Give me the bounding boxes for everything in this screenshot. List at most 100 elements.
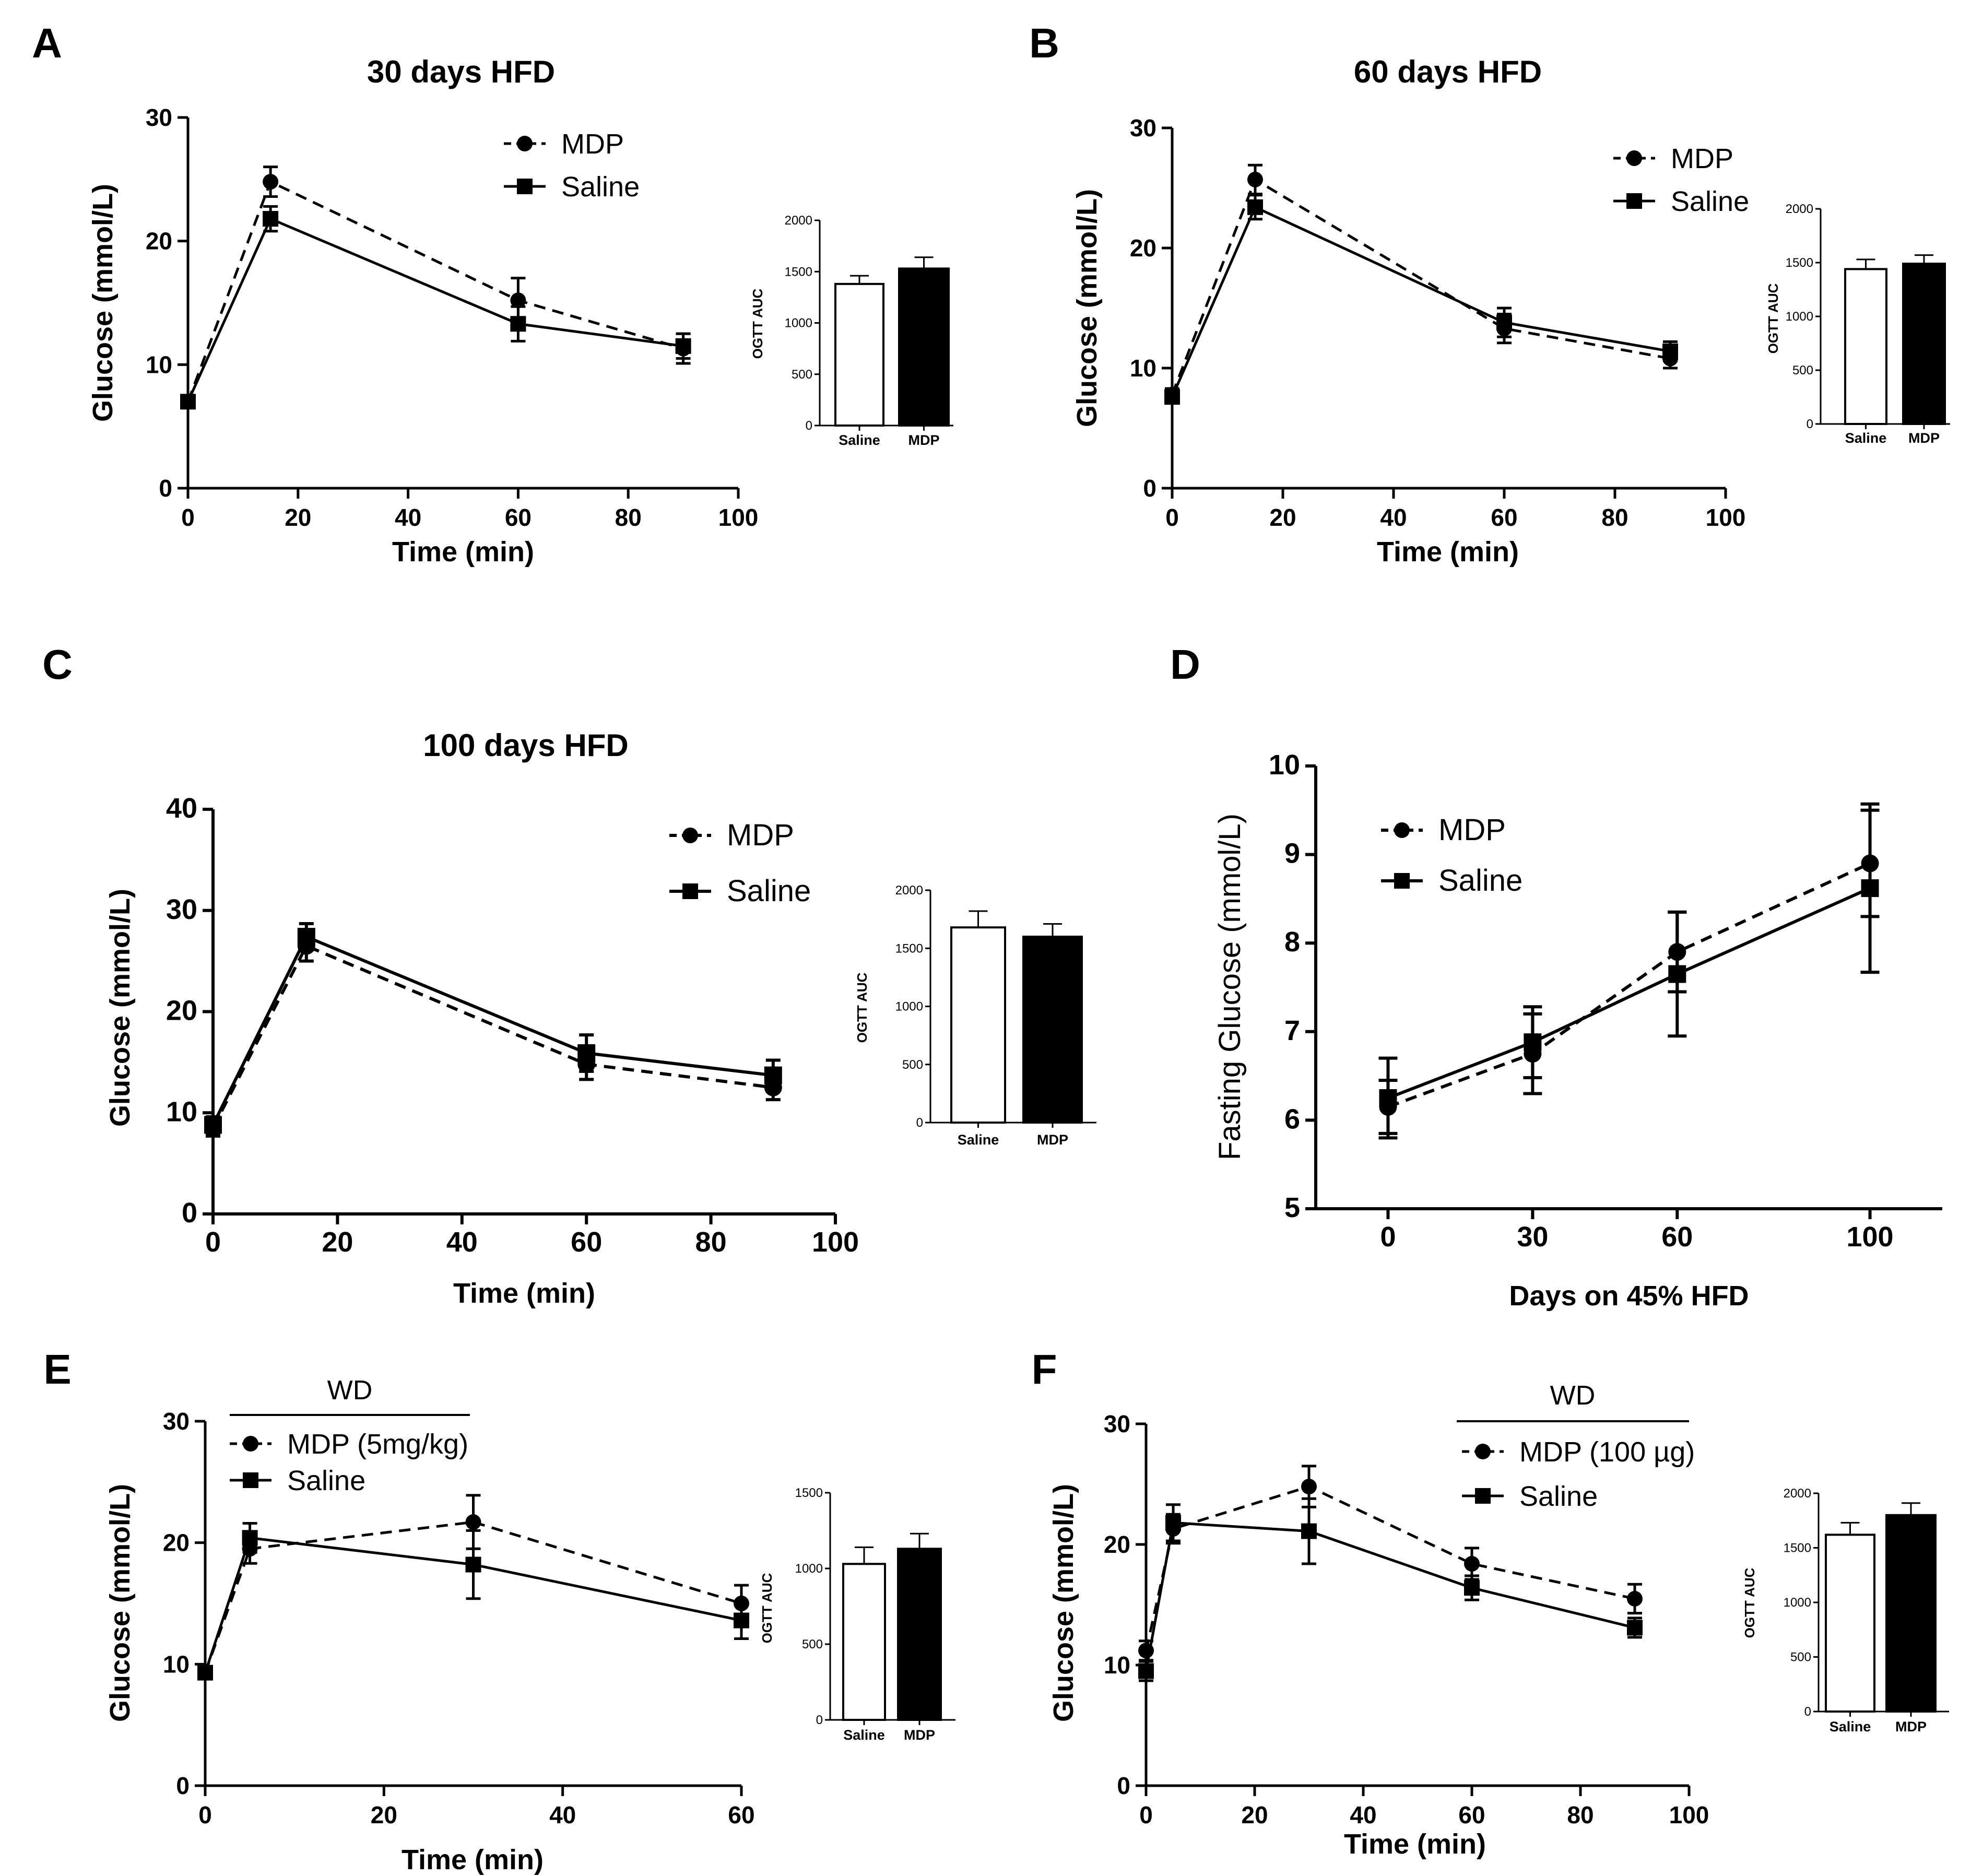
auc-bar-saline (1844, 268, 1887, 425)
legend-swatch-marker (1475, 1444, 1491, 1459)
data-point (465, 1556, 481, 1573)
legend: MDP Saline (1381, 813, 1522, 898)
panel-letter: C (42, 641, 73, 688)
auc-y-tick-label: 0 (816, 1713, 823, 1727)
series-saline (197, 1521, 749, 1681)
x-axis-label: Time (min) (392, 536, 534, 568)
auc-inset: 0 500 1000 1500 Saline MDP OGTT AUC (759, 1486, 955, 1743)
auc-bar-mdp (1902, 263, 1946, 425)
data-point (204, 1116, 222, 1134)
x-tick-label: 0 (198, 1801, 212, 1828)
auc-bar-saline (1825, 1533, 1875, 1713)
data-point (1165, 1515, 1181, 1531)
y-tick-label: 30 (146, 104, 172, 131)
data-point (263, 211, 279, 227)
legend: WD MDP (100 µg) Saline (1457, 1381, 1695, 1512)
legend: MDP Saline (669, 818, 811, 908)
auc-category-label: MDP (1895, 1719, 1927, 1735)
auc-y-tick-label: 500 (902, 1058, 923, 1072)
legend-swatch-marker (1626, 193, 1642, 209)
y-tick-label: 30 (163, 1408, 190, 1435)
auc-y-tick-label: 1000 (1784, 1596, 1811, 1610)
series-line (211, 943, 774, 1129)
data-point (1627, 1620, 1643, 1636)
auc-y-tick-label: 1000 (795, 1562, 823, 1576)
series-saline (1138, 1497, 1643, 1682)
auc-y-label: OGTT AUC (750, 288, 765, 359)
x-tick-label: 60 (1661, 1221, 1693, 1253)
axes: 0 10 20 30 40 0 20 40 60 80 100 (166, 793, 859, 1258)
panel-a: A 30 days HFD 0 10 20 30 0 20 40 60 80 100 Glucose (… (32, 20, 953, 568)
auc-category-label: MDP (1908, 430, 1940, 446)
legend-entry: MDP (100 µg) (1519, 1436, 1695, 1468)
x-tick-label: 40 (446, 1226, 478, 1258)
series-saline (204, 922, 782, 1135)
series-mdp (1378, 808, 1880, 1135)
x-tick-label: 80 (1567, 1801, 1594, 1828)
y-tick-label: 0 (176, 1772, 190, 1799)
legend-entry: MDP (1671, 143, 1733, 174)
y-tick-label: 40 (166, 793, 197, 824)
x-tick-label: 100 (1846, 1221, 1893, 1253)
data-point (1138, 1663, 1154, 1679)
auc-y-tick-label: 1000 (785, 316, 812, 331)
data-point (1247, 171, 1263, 187)
x-tick-label: 40 (1350, 1801, 1376, 1828)
series-line (1144, 1521, 1635, 1672)
legend-swatch-marker (243, 1436, 258, 1452)
y-tick-label: 10 (146, 351, 172, 378)
legend-entry: MDP (1438, 813, 1506, 847)
series-line (204, 1520, 742, 1673)
y-axis-label: Glucose (mmol/L) (104, 1484, 136, 1722)
x-tick-label: 0 (1165, 504, 1179, 531)
data-point (1464, 1580, 1480, 1596)
auc-category-label: MDP (908, 432, 940, 448)
x-tick-label: 20 (371, 1801, 397, 1828)
legend: MDP Saline (1613, 143, 1749, 217)
auc-y-tick-label: 2000 (895, 883, 923, 898)
y-tick-label: 0 (1143, 475, 1156, 502)
auc-y-tick-label: 1500 (795, 1486, 823, 1500)
x-axis-label: Time (min) (1377, 536, 1519, 568)
data-point (734, 1612, 749, 1629)
series-line (1387, 862, 1871, 1108)
y-tick-label: 30 (1104, 1410, 1130, 1437)
y-tick-label: 30 (166, 894, 197, 925)
y-axis-label: Fasting Glucose (mmol/L) (1213, 813, 1247, 1160)
auc-y-tick-label: 0 (806, 419, 812, 433)
auc-y-tick-label: 500 (802, 1637, 823, 1651)
data-point (1524, 1033, 1542, 1052)
y-tick-label: 10 (163, 1650, 190, 1678)
auc-y-tick-label: 1500 (785, 265, 812, 279)
x-tick-label: 40 (395, 504, 421, 531)
auc-bar-saline (834, 282, 884, 427)
legend-entry: Saline (287, 1465, 365, 1496)
legend-entry: MDP (5mg/kg) (287, 1429, 468, 1460)
panel-letter: E (43, 1346, 71, 1393)
legend-entry: Saline (561, 171, 640, 203)
x-tick-label: 20 (1241, 1801, 1268, 1828)
auc-y-label: OGTT AUC (1765, 283, 1781, 353)
series-line (186, 217, 683, 403)
x-tick-label: 60 (1458, 1801, 1485, 1828)
auc-y-tick-label: 1000 (1786, 310, 1813, 324)
data-point (242, 1530, 258, 1546)
auc-y-label: OGTT AUC (759, 1573, 775, 1643)
x-axis-label: Days on 45% HFD (1509, 1280, 1749, 1312)
x-tick-label: 60 (728, 1801, 754, 1828)
series-line (211, 935, 774, 1126)
panel-c: C 100 days HFD 0 10 20 30 40 0 20 40 60 80 100 Glucos… (42, 641, 1096, 1309)
chart-title: 100 days HFD (423, 728, 629, 763)
legend-entry: Saline (727, 874, 811, 908)
y-tick-label: 0 (182, 1197, 197, 1229)
x-tick-label: 60 (1491, 504, 1517, 531)
data-point (764, 1066, 782, 1084)
data-point (1464, 1555, 1480, 1572)
panel-letter: D (1170, 641, 1200, 688)
x-tick-label: 20 (285, 504, 311, 531)
chart-title: 60 days HFD (1354, 54, 1542, 89)
legend-entry: Saline (1519, 1481, 1598, 1512)
legend-swatch-marker (1626, 150, 1642, 166)
x-tick-label: 100 (1706, 504, 1746, 531)
